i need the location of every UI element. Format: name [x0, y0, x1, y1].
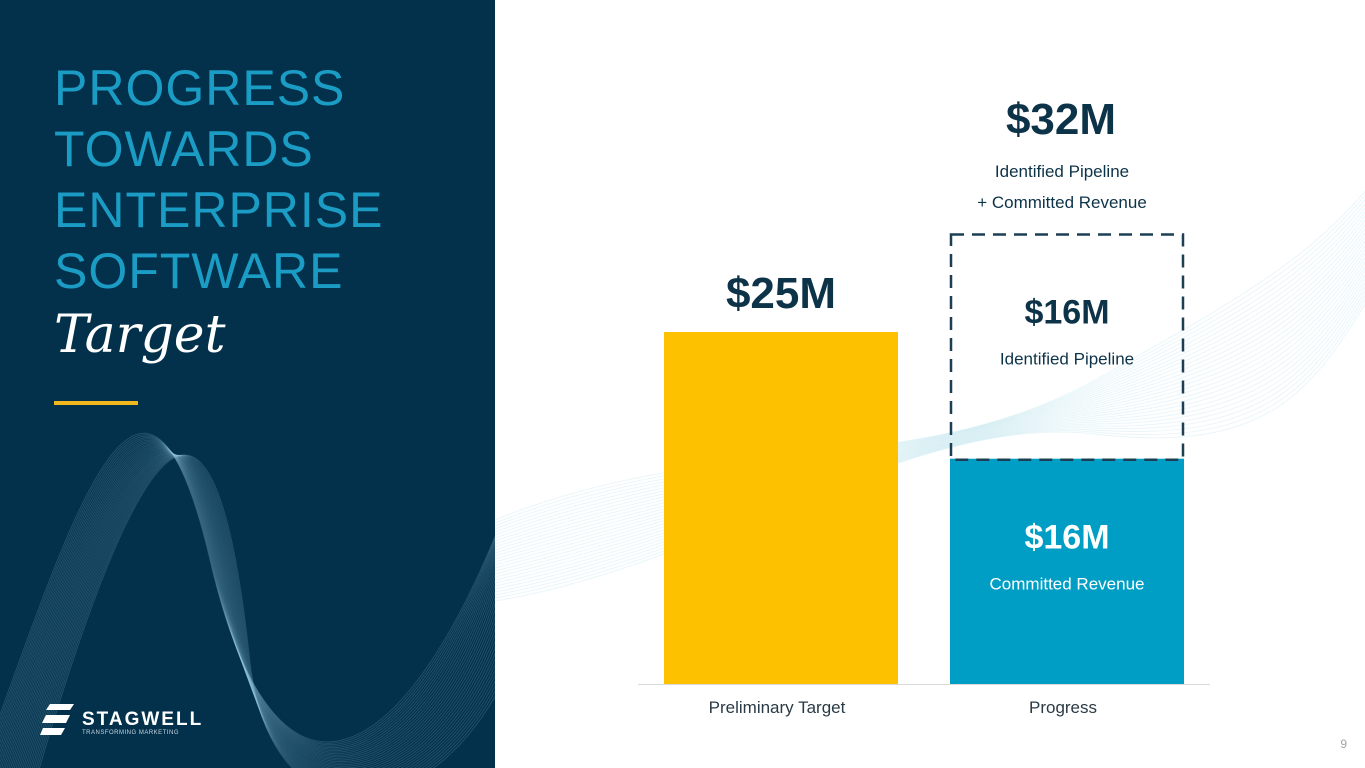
wave-line: [1, 447, 495, 768]
committed-segment: [950, 458, 1184, 684]
segment-sublabel: Committed Revenue: [990, 575, 1145, 594]
wave-line: [35, 454, 495, 768]
title-line: PROGRESS: [54, 60, 346, 116]
wave-line: [0, 434, 495, 744]
wave-line: [11, 451, 495, 768]
total-label: $32M: [1006, 95, 1116, 144]
value-label: $25M: [726, 269, 836, 318]
accent-rule: [54, 401, 138, 405]
wave-line: [24, 454, 495, 768]
pipeline-segment: [949, 233, 1185, 461]
wave-line: [0, 442, 495, 753]
title-italic: Target: [54, 305, 226, 365]
wave-line: [8, 450, 495, 768]
total-sublabel: Identified Pipeline: [995, 162, 1129, 181]
wave-line: [31, 455, 495, 768]
wave-line: [19, 453, 495, 768]
wave-line: [0, 443, 495, 754]
wave-line: [26, 454, 495, 768]
wave-line: [0, 445, 495, 764]
wave-line: [0, 432, 495, 743]
title-panel: PROGRESS TOWARDS ENTERPRISE SOFTWARE Tar…: [0, 0, 495, 768]
page-number: 9: [1340, 737, 1347, 751]
wave-line: [10, 451, 495, 768]
wave-line: [37, 454, 495, 768]
value-label: $16M: [1024, 293, 1109, 331]
slide-title: PROGRESS TOWARDS ENTERPRISE SOFTWARE Tar…: [54, 58, 384, 366]
wave-line: [20, 454, 495, 768]
wave-line: [17, 453, 495, 768]
title-line: ENTERPRISE: [54, 182, 384, 238]
wave-line: [28, 454, 495, 768]
wave-line: [0, 444, 495, 759]
wave-line: [0, 441, 495, 752]
logo-tagline: TRANSFORMING MARKETING: [82, 730, 180, 736]
total-sublabel: + Committed Revenue: [977, 193, 1147, 212]
wave-line: [29, 455, 495, 768]
wave-line: [4, 448, 495, 768]
wave-line: [0, 435, 495, 746]
category-label: Progress: [1029, 698, 1097, 717]
target-bar: [664, 332, 898, 684]
logo-word: STAGWELL: [82, 709, 204, 730]
stagwell-logo: STAGWELL TRANSFORMING MARKETING: [40, 704, 201, 741]
decorative-waves: [0, 432, 495, 768]
title-line: SOFTWARE: [54, 243, 344, 299]
wave-line: [0, 439, 495, 750]
logo-mark-icon: [40, 704, 74, 735]
wave-line: [22, 454, 495, 768]
wave-line: [13, 452, 495, 768]
wave-line: [6, 449, 495, 768]
value-label: $16M: [1024, 519, 1109, 557]
wave-line: [15, 452, 495, 768]
wave-line: [38, 454, 495, 768]
wave-line: [0, 438, 495, 749]
category-label: Preliminary Target: [709, 698, 846, 717]
title-line: TOWARDS: [54, 121, 314, 177]
segment-sublabel: Identified Pipeline: [1000, 349, 1134, 368]
wave-line: [2, 448, 495, 768]
wave-line: [0, 446, 495, 768]
wave-line: [0, 437, 495, 747]
wave-line: [33, 455, 495, 768]
